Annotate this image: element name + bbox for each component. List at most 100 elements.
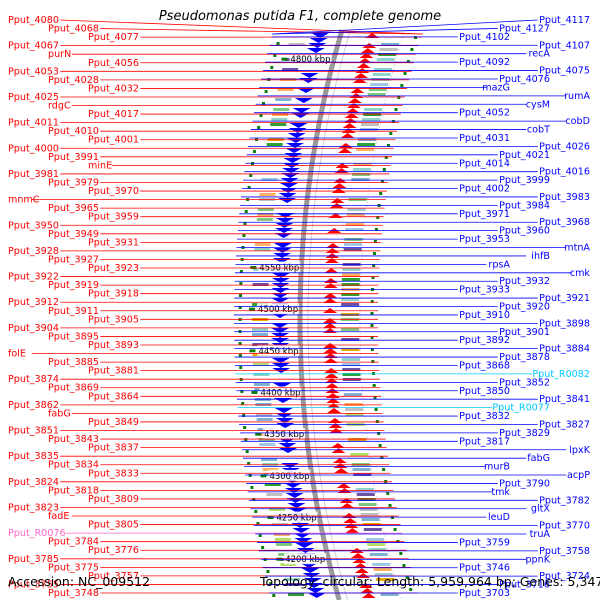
gc-mark <box>238 354 242 357</box>
gc-mark <box>400 84 404 87</box>
category-stripe <box>355 488 374 491</box>
gc-mark <box>371 276 375 279</box>
category-stripe <box>345 413 364 416</box>
category-stripe <box>341 293 360 296</box>
category-stripe <box>359 508 378 511</box>
category-stripe <box>341 278 360 281</box>
gc-mark <box>270 66 274 69</box>
map-title: Pseudomonas putida F1, complete genome <box>158 9 442 24</box>
scale-label: 4250 kbp <box>276 514 316 524</box>
left-strand-gene <box>340 133 355 138</box>
right-strand-gene <box>282 168 301 173</box>
gc-mark <box>373 396 377 399</box>
left-strand-gene <box>332 183 347 188</box>
gc-mark <box>382 168 386 171</box>
category-stripe <box>259 193 276 196</box>
left-strand-gene <box>343 518 358 523</box>
category-stripe <box>342 273 361 276</box>
left-strand-gene <box>340 503 355 508</box>
gc-mark <box>380 456 384 459</box>
gene-label-right: Pput_3850 <box>459 386 510 397</box>
left-strand-gene <box>347 98 362 103</box>
feature-tracks <box>238 33 418 598</box>
gene-label-right: Pput_4102 <box>459 32 510 43</box>
left-strand-gene <box>345 108 360 113</box>
outer-track-line <box>359 29 406 600</box>
gene-label-left: Pput_3864 <box>88 391 139 402</box>
gc-mark <box>402 564 406 567</box>
left-strand-gene <box>342 513 357 518</box>
category-stripe <box>357 498 376 501</box>
gene-label-right: Pput_4127 <box>499 23 550 34</box>
gene-label-left: Pput_3835 <box>8 451 59 462</box>
category-stripe <box>351 178 370 181</box>
category-stripe <box>342 268 361 271</box>
gene-label-right: Pput_3758 <box>539 546 590 557</box>
left-strand-gene <box>358 583 373 588</box>
category-stripe <box>282 68 299 71</box>
category-stripe <box>261 458 278 461</box>
gene-label-left: Pput_3785 <box>8 554 59 565</box>
gene-label-left: Pput_3923 <box>88 263 139 274</box>
gc-mark <box>256 522 260 525</box>
gene-label-left: Pput_3928 <box>8 246 59 257</box>
gene-label-right: truA <box>530 529 551 540</box>
right-strand-gene <box>284 483 303 488</box>
gene-label-right: Pput_R0077 <box>492 403 550 414</box>
right-strand-gene <box>284 153 303 158</box>
category-stripe <box>344 238 363 241</box>
gene-label-left: Pput_3893 <box>88 340 139 351</box>
gene-label-left: Pput_4077 <box>88 32 139 43</box>
category-stripe <box>252 333 269 336</box>
gc-mark <box>243 222 247 225</box>
gc-mark <box>261 546 265 549</box>
right-strand-gene <box>272 273 291 278</box>
category-stripe <box>358 503 377 506</box>
category-stripe <box>288 43 305 46</box>
gene-label-left: Pput_3905 <box>88 314 139 325</box>
gene-label-right: Pput_4052 <box>459 108 510 119</box>
category-stripe <box>364 108 383 111</box>
category-stripe <box>261 178 278 181</box>
category-stripe <box>270 123 287 126</box>
gene-label-left: Pput_3851 <box>8 426 59 437</box>
gene-label-left: Pput_3981 <box>8 169 59 180</box>
right-strand-gene <box>287 133 306 138</box>
gc-mark <box>386 144 390 147</box>
category-stripe <box>262 468 279 471</box>
category-stripe <box>363 113 382 116</box>
gc-mark <box>238 294 242 297</box>
gene-label-left: Pput_3748 <box>48 588 99 599</box>
left-strand-gene <box>334 468 349 473</box>
left-strand-gene <box>323 278 338 283</box>
gene-label-left: Pput_4025 <box>8 92 59 103</box>
scale-label-bg <box>263 428 306 440</box>
scale-label: 4550 kbp <box>259 264 299 274</box>
category-stripe <box>352 173 371 176</box>
gc-mark <box>241 402 245 405</box>
category-stripe <box>280 563 297 566</box>
right-strand-gene <box>275 418 294 423</box>
category-stripe <box>264 483 281 486</box>
category-stripe <box>341 363 360 366</box>
right-strand-gene <box>271 278 290 283</box>
gene-label-left: Pput_3919 <box>48 280 99 291</box>
gene-label-right: Pput_3703 <box>459 588 510 599</box>
gene-label-right: gltX <box>531 504 551 515</box>
left-strand-gene <box>337 148 352 153</box>
category-stripe <box>367 543 386 546</box>
gc-mark <box>259 114 263 117</box>
gc-mark <box>397 96 401 99</box>
gene-label-right: rpsA <box>488 259 510 270</box>
gc-mark <box>370 312 374 315</box>
gene-label-left: Pput_3869 <box>48 383 99 394</box>
gc-mark <box>378 444 382 447</box>
category-stripe <box>369 553 388 556</box>
gene-label-left: Pput_3959 <box>88 212 139 223</box>
category-stripe <box>343 393 362 396</box>
category-stripe <box>345 223 364 226</box>
gc-mark <box>240 390 244 393</box>
gc-mark <box>243 426 247 429</box>
gene-label-right: Pput_4021 <box>499 150 550 161</box>
